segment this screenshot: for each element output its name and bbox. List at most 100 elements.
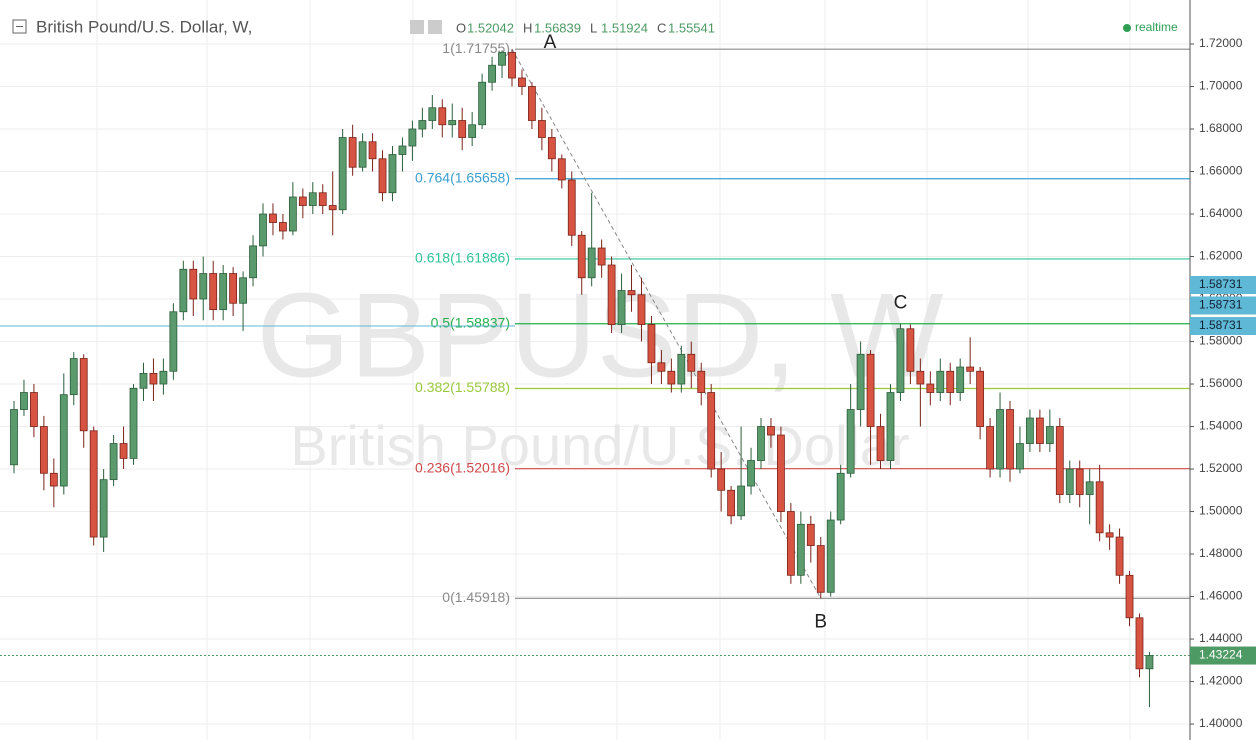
y-tick-label: 1.44000: [1199, 631, 1243, 645]
candle-body: [727, 489, 736, 517]
candle-body: [806, 523, 815, 546]
candle-body: [946, 370, 955, 393]
ohlc-key: H: [523, 20, 532, 35]
annotations: A B C: [544, 32, 908, 632]
y-tick-label: 1.48000: [1199, 546, 1243, 560]
candle-body: [916, 370, 925, 385]
price-tag-label: 1.58731: [1199, 277, 1243, 291]
candle-body: [976, 370, 985, 427]
candle-body: [647, 324, 656, 364]
candle-body: [1075, 468, 1084, 495]
candle-body: [906, 328, 915, 372]
candle-body: [547, 137, 556, 160]
candle-body: [986, 426, 994, 470]
candle-body: [667, 370, 676, 385]
candle-body: [159, 370, 168, 385]
candle-body: [298, 196, 307, 206]
candle-body: [956, 366, 965, 393]
fib-label: 0.764(1.65658): [415, 169, 510, 185]
candle-body: [179, 268, 188, 313]
candle-body: [856, 353, 865, 410]
y-tick-label: 1.58000: [1199, 334, 1243, 348]
candle-body: [826, 519, 835, 593]
candle-body: [1085, 481, 1094, 495]
candle-body: [866, 353, 875, 427]
candle-body: [567, 179, 576, 236]
y-tick-label: 1.46000: [1199, 589, 1243, 603]
candle-body: [1016, 443, 1024, 470]
y-tick-label: 1.56000: [1199, 376, 1243, 390]
candle-body: [747, 460, 755, 487]
chart-title: British Pound/U.S. Dollar, W,: [36, 17, 252, 36]
ohlc-key: C: [657, 20, 666, 35]
candle-body: [926, 383, 935, 393]
ohlc-key: L: [590, 20, 597, 35]
candle-body: [279, 222, 287, 232]
settings-icon[interactable]: [410, 20, 424, 34]
y-tick-label: 1.66000: [1199, 164, 1243, 178]
candle-body: [528, 86, 536, 121]
fib-label: 0.382(1.55788): [415, 379, 510, 395]
y-tick-label: 1.62000: [1199, 249, 1243, 263]
y-tick-label: 1.54000: [1199, 419, 1243, 433]
candle-body: [488, 64, 496, 83]
candle-body: [1035, 417, 1044, 444]
candle-body: [189, 268, 198, 300]
candle-body: [1125, 574, 1134, 619]
candle-body: [338, 137, 347, 211]
candle-body: [557, 158, 566, 181]
candle-body: [1135, 617, 1144, 670]
status-dot: [1123, 24, 1131, 32]
ohlc-value: 1.55541: [668, 20, 715, 35]
y-tick-label: 1.52000: [1199, 461, 1243, 475]
candle-body: [1065, 468, 1074, 495]
y-tick-label: 1.42000: [1199, 674, 1243, 688]
candle-body: [318, 192, 327, 206]
candle-body: [249, 245, 257, 279]
candle-body: [428, 107, 437, 121]
price-tag-label: 1.58731: [1199, 298, 1243, 312]
settings-icon[interactable]: [428, 20, 442, 34]
candle-body: [139, 373, 148, 389]
y-axis: 1.40000 1.42000 1.44000 1.46000 1.48000 1.500…: [1190, 36, 1256, 730]
candle-body: [876, 426, 885, 461]
candle-body: [49, 472, 58, 487]
candle-body: [1105, 532, 1114, 538]
point-label: A: [544, 32, 557, 53]
candle-body: [358, 141, 367, 168]
fib-label: 0(1.45918): [442, 589, 510, 605]
candle-body: [757, 426, 765, 461]
candle-body: [607, 264, 616, 325]
candle-body: [1115, 536, 1124, 576]
candle-body: [30, 392, 38, 427]
candle-body: [418, 120, 427, 130]
candle-body: [537, 120, 546, 138]
fib-label: 0.618(1.61886): [415, 250, 510, 266]
candle-body: [1026, 417, 1034, 444]
candle-body: [597, 247, 606, 266]
candle-body: [199, 273, 208, 300]
candle-body: [79, 358, 88, 432]
collapse-icon[interactable]: [12, 19, 27, 34]
candle-body: [368, 141, 377, 160]
price-tag: [1190, 275, 1256, 294]
candle-body: [498, 52, 506, 66]
candle-body: [627, 290, 636, 296]
candle-body: [438, 107, 447, 126]
candle-body: [687, 353, 696, 372]
candle-body: [259, 213, 267, 247]
ohlc-header: O 1.52042 H 1.56839 L 1.51924 C 1.55541: [456, 20, 715, 35]
candle-body: [229, 273, 238, 304]
candle-body: [398, 145, 407, 155]
candle-body: [269, 213, 277, 223]
candle-body: [617, 290, 626, 325]
candle-body: [59, 394, 68, 487]
candle-body: [737, 485, 745, 517]
y-tick-label: 1.72000: [1199, 36, 1243, 50]
candle-body: [288, 196, 297, 232]
candle-body: [99, 479, 108, 538]
candle-body: [169, 311, 178, 372]
candle-body: [886, 392, 895, 461]
candle-body: [587, 247, 596, 279]
candle-body: [836, 472, 845, 521]
